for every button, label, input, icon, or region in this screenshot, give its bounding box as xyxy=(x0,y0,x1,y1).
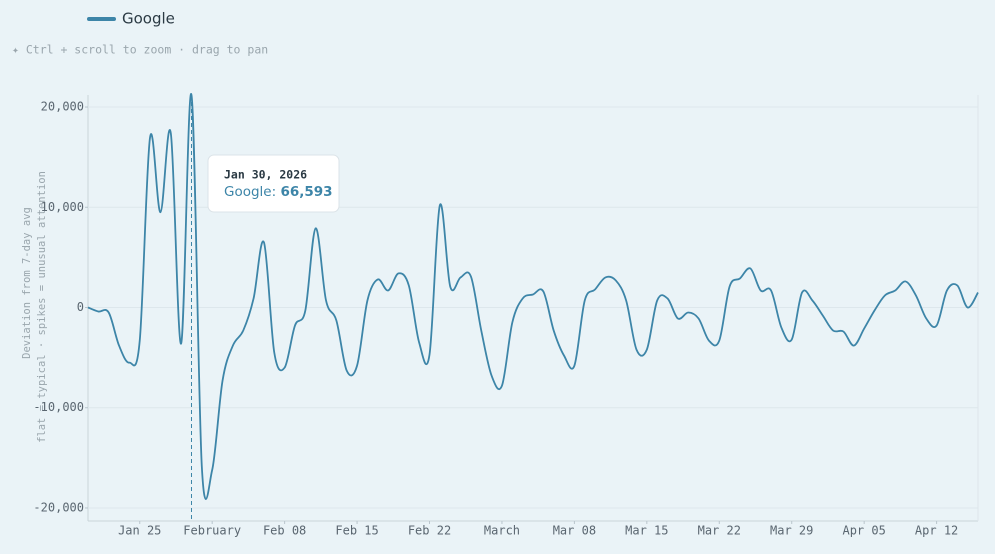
tooltip: Jan 30, 2026 Google: 66,593 xyxy=(207,154,340,213)
tooltip-date: Jan 30, 2026 xyxy=(224,168,307,182)
y-tick-label: -20,000 xyxy=(33,500,84,514)
legend-label[interactable]: Google xyxy=(122,10,175,28)
tooltip-value: Google: 66,593 xyxy=(224,184,333,200)
y-tick-label: 10,000 xyxy=(41,200,84,214)
tooltip-number: 66,593 xyxy=(280,184,332,200)
x-tick-label: Feb 22 xyxy=(408,524,451,538)
x-tick-label: Feb 08 xyxy=(263,524,306,538)
legend[interactable]: Google xyxy=(87,10,175,28)
y-axis-title: Deviation from 7-day avg xyxy=(21,207,33,359)
x-tick-label: Mar 15 xyxy=(625,524,668,538)
series-line xyxy=(87,93,979,500)
y-tick-label: 20,000 xyxy=(41,100,84,114)
tooltip-series: Google: xyxy=(224,184,276,200)
x-tick-label: Mar 22 xyxy=(698,524,741,538)
x-tick-label: Apr 05 xyxy=(842,524,885,538)
y-tick-label: 0 xyxy=(77,300,84,314)
x-tick-label: Mar 29 xyxy=(770,524,813,538)
x-tick-label: Feb 15 xyxy=(335,524,378,538)
x-tick-label: Mar 08 xyxy=(553,524,596,538)
x-tick-label: Jan 25 xyxy=(118,524,161,538)
x-tick-label: March xyxy=(484,524,520,538)
y-tick-label: -10,000 xyxy=(33,400,84,414)
y-axis-subtitle: flat = typical · spikes = unusual attent… xyxy=(36,171,48,443)
hint: ✦ Ctrl + scroll to zoom · drag to pan xyxy=(12,43,268,57)
tooltip-box xyxy=(207,154,340,213)
x-tick-label: Apr 12 xyxy=(915,524,958,538)
x-tick-label: February xyxy=(183,524,241,538)
